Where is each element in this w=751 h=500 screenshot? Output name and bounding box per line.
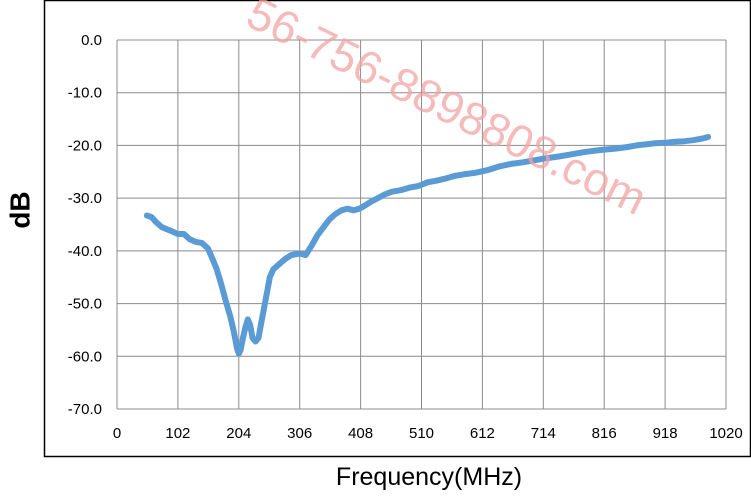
x-tick-label: 306	[287, 425, 312, 442]
x-tick-label: 612	[470, 425, 495, 442]
x-tick-label: 510	[409, 425, 434, 442]
x-tick-label: 102	[165, 425, 190, 442]
x-tick-label: 714	[531, 425, 556, 442]
y-tick-label: -40.0	[68, 243, 102, 260]
x-tick-label: 408	[348, 425, 373, 442]
y-tick-label: 0.0	[81, 32, 102, 49]
y-tick-label: -20.0	[68, 137, 102, 154]
series-line-0	[143, 134, 712, 357]
y-tick-label: -60.0	[68, 348, 102, 365]
y-tick-label: -30.0	[68, 190, 102, 207]
x-axis-title: Frequency(MHz)	[336, 463, 522, 491]
x-tick-label: 0	[113, 425, 121, 442]
series-layer	[143, 134, 712, 357]
y-axis-title: dB	[4, 191, 35, 228]
grid-layer	[116, 39, 727, 410]
y-tick-label: -50.0	[68, 296, 102, 313]
x-tick-label: 918	[653, 425, 678, 442]
tick-layer: 0 102 204 306 408 510 612 714 816 918 1020 0.0 -10.0…	[68, 32, 743, 442]
x-tick-label: 204	[226, 425, 251, 442]
x-tick-label: 816	[592, 425, 617, 442]
x-tick-label: 1020	[709, 425, 742, 442]
y-tick-label: -70.0	[68, 401, 102, 418]
y-tick-label: -10.0	[68, 85, 102, 102]
